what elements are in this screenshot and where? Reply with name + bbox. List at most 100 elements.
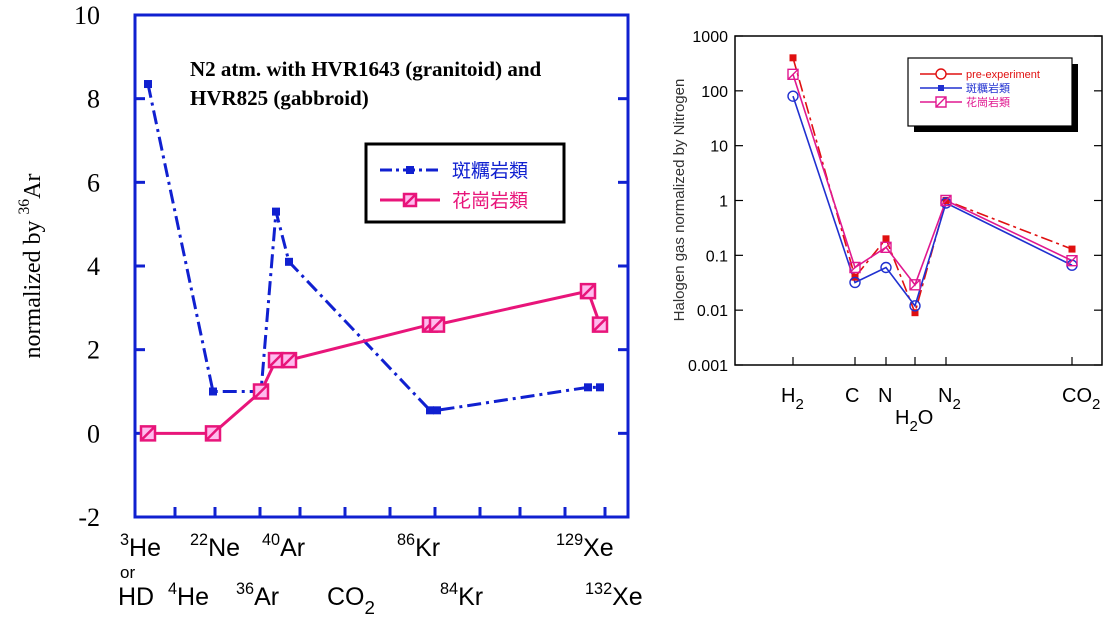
label-text: Ne xyxy=(208,534,240,562)
label-text: C xyxy=(845,385,859,407)
legend-label: 斑糲岩類 xyxy=(452,160,528,182)
y-tick-label: 2 xyxy=(87,336,100,365)
label-sup: 22 xyxy=(190,531,208,549)
x-tick-label: CO2 xyxy=(1062,385,1100,413)
label-text: H xyxy=(895,407,909,429)
x-tick-label: 36Ar xyxy=(236,580,279,611)
marker xyxy=(591,316,609,333)
x-tick-label: C xyxy=(845,385,859,407)
x-tick-label: H2 xyxy=(781,385,804,413)
series-line xyxy=(792,74,1073,287)
label-sup: 84 xyxy=(440,580,458,598)
label-text: CO xyxy=(327,583,365,611)
legend-marker xyxy=(402,192,418,208)
marker xyxy=(909,300,921,312)
legend-marker xyxy=(938,85,944,91)
y-tick-label: 6 xyxy=(87,168,100,197)
marker xyxy=(1066,254,1078,267)
x-tick-label: 4He xyxy=(168,580,209,611)
label-sup: 3 xyxy=(120,531,129,549)
y-axis-label: Halogen gas normalized by Nitrogen xyxy=(671,79,688,322)
y-tick-label: 8 xyxy=(87,85,100,114)
legend-marker xyxy=(935,68,947,80)
y-tick-label: 0 xyxy=(87,419,100,448)
x-tick-label: 129Xe xyxy=(556,531,614,562)
marker xyxy=(252,383,270,400)
y-tick-label: 4 xyxy=(87,252,100,281)
label-text: Xe xyxy=(612,583,643,611)
label-sup: 129 xyxy=(556,531,583,549)
marker xyxy=(584,383,592,392)
legend-label: 斑糲岩類 xyxy=(966,81,1010,95)
series-line xyxy=(792,95,1073,308)
marker xyxy=(426,406,434,415)
label-sub: 2 xyxy=(795,396,803,413)
marker xyxy=(272,207,280,216)
label-sub: 2 xyxy=(365,597,375,618)
marker xyxy=(280,351,298,369)
series-line xyxy=(148,289,602,435)
legend-label: 花崗岩類 xyxy=(966,95,1010,109)
marker xyxy=(882,235,890,243)
legend-marker xyxy=(406,166,414,174)
series-line xyxy=(792,57,1073,316)
label-sub: 2 xyxy=(952,396,960,413)
series-line xyxy=(146,83,600,412)
marker xyxy=(204,425,222,442)
marker xyxy=(849,276,861,289)
label-text: Xe xyxy=(583,534,614,562)
label-text: H xyxy=(781,385,795,407)
chart-title: N2 atm. with HVR1643 (granitoid) and xyxy=(190,57,541,81)
label-text: HD xyxy=(118,583,154,611)
legend-box xyxy=(364,142,566,224)
marker xyxy=(596,383,604,392)
marker xyxy=(849,261,861,274)
legend-marker xyxy=(935,96,947,108)
label-sub: 2 xyxy=(1092,396,1100,413)
x-tick-label: 84Kr xyxy=(440,580,483,611)
y-tick-label: 10 xyxy=(710,139,728,156)
label-sup: 132 xyxy=(585,580,612,598)
label-text: or xyxy=(120,563,135,582)
y-tick-label: 100 xyxy=(701,84,728,101)
marker xyxy=(139,425,157,442)
marker xyxy=(579,282,597,300)
y-tick-label: 0.1 xyxy=(706,248,728,265)
x-tick-label: N xyxy=(878,385,892,407)
label-sub: 2 xyxy=(909,418,917,435)
legend-label: pre-experiment xyxy=(966,69,1040,81)
x-tick-label: 40Ar xyxy=(262,531,305,562)
label-text: He xyxy=(177,583,209,611)
marker xyxy=(909,279,921,291)
label-text: CO xyxy=(1062,385,1092,407)
legend-label: 花崗岩類 xyxy=(452,190,528,212)
x-tick-label: 132Xe xyxy=(585,580,643,611)
marker xyxy=(1068,245,1076,253)
label-sup: 4 xyxy=(168,580,177,598)
x-tick-label: 22Ne xyxy=(190,531,240,562)
marker xyxy=(209,387,217,396)
x-tick-label: H2O xyxy=(895,407,933,435)
y-axis-label: normalized by 36Ar xyxy=(16,174,46,359)
marker xyxy=(911,309,919,317)
y-tick-label: 1 xyxy=(719,194,728,211)
label-text: Ar xyxy=(254,583,279,611)
y-tick-label: 1000 xyxy=(692,29,728,46)
label-text: N xyxy=(938,385,952,407)
marker xyxy=(789,54,797,62)
legend-box xyxy=(907,57,1073,127)
label-text: Kr xyxy=(458,583,483,611)
marker xyxy=(285,257,293,266)
marker xyxy=(144,80,152,89)
label-text: He xyxy=(129,534,161,562)
x-tick-label: N2 xyxy=(938,385,961,413)
marker xyxy=(433,406,441,415)
x-tick-label: 86Kr xyxy=(397,531,440,562)
label-text: Kr xyxy=(415,534,440,562)
x-tick-label: or xyxy=(120,563,135,582)
chart-title: HVR825 (gabbroid) xyxy=(190,86,369,110)
label-sup: 36 xyxy=(16,199,33,215)
label-text: Ar xyxy=(20,174,46,199)
label-sup: 36 xyxy=(236,580,254,598)
